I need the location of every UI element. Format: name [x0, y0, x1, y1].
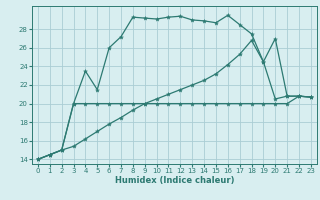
X-axis label: Humidex (Indice chaleur): Humidex (Indice chaleur): [115, 176, 234, 185]
